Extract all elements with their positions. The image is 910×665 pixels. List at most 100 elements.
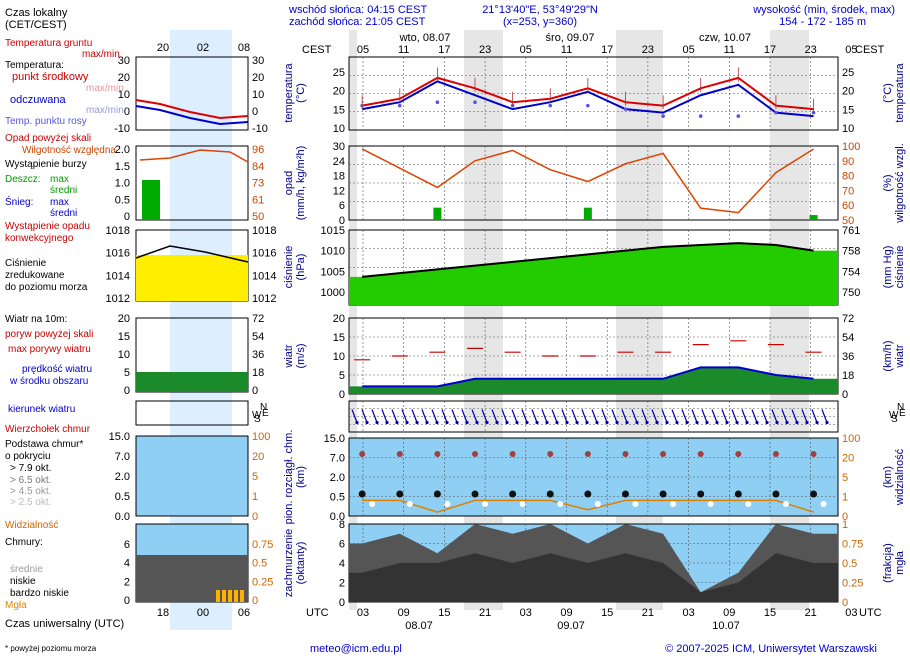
dew-point — [774, 110, 778, 115]
cloud-base-dot — [772, 490, 780, 498]
vis-axis-title: (km) — [882, 466, 894, 488]
wind-arrow-head — [585, 420, 589, 425]
pressure-tick: 1010 — [321, 246, 345, 258]
compass-e: E — [899, 408, 906, 419]
legend-wind-tick-right: 36 — [252, 349, 264, 361]
top-hour-label: 11 — [724, 44, 735, 56]
legend-rh-line — [139, 149, 249, 163]
wind-arrow — [621, 409, 628, 423]
wind-arrow — [651, 409, 658, 423]
legend-temp-tick-right: 10 — [252, 89, 264, 101]
wind-arrow-head — [695, 420, 699, 425]
legend-wind-tick-right: 18 — [252, 367, 264, 379]
wind-arrow — [411, 409, 418, 423]
cloud-base-dot — [433, 490, 441, 498]
wind-arrow — [741, 409, 748, 423]
wind-arrow-head — [465, 420, 469, 425]
bottom-day-label: 08.07 — [405, 620, 433, 632]
precip-tick: 24 — [333, 156, 345, 168]
legend-wind-tick: 0 — [124, 385, 130, 397]
wind-arrow — [561, 409, 568, 423]
temp-tick: 10 — [333, 123, 345, 135]
okt-label: > 7.9 okt. — [10, 463, 51, 474]
footer-email[interactable]: meteo@icm.edu.pl — [310, 643, 402, 655]
legend-precip-tick: 2.0 — [115, 144, 130, 156]
fog-tick: 0 — [842, 597, 848, 609]
wind-arrow — [601, 409, 608, 423]
wind-arrow-head — [675, 420, 679, 425]
cloud-base-dot-low — [782, 501, 789, 507]
wind-arrow-head — [665, 420, 669, 425]
height-title: wysokość (min, środek, max) — [752, 4, 895, 16]
cloud-base-label-2: o pokryciu — [5, 451, 51, 462]
legend-precip-tick: 0.5 — [115, 194, 130, 206]
wind-arrow — [501, 409, 508, 423]
cloud-base-dot — [358, 490, 366, 498]
legend-fog-bar — [222, 590, 226, 602]
compass-w: W — [252, 410, 262, 421]
legend-temp-tick: -10 — [114, 123, 130, 135]
wind-arrow-head — [495, 420, 499, 425]
wind-arrow-head — [455, 420, 459, 425]
dew-point — [397, 103, 402, 108]
pressure-tick: 1015 — [321, 225, 345, 237]
cloud-base-dot — [810, 490, 818, 498]
top-hour-label: 05 — [682, 44, 694, 56]
wind-arrow — [571, 409, 578, 423]
vis-tick: 20 — [842, 453, 854, 465]
wind-kmh-tick: 72 — [842, 313, 854, 325]
legend-wind-tick: 10 — [118, 349, 130, 361]
top-hour-label: 23 — [479, 44, 491, 56]
cover-axis-title: (oktanty) — [295, 542, 307, 585]
legend-rh-tick: 61 — [252, 194, 264, 206]
cloud-top-dot — [660, 451, 667, 457]
wind-arrow-head — [735, 420, 739, 425]
legend-vis-tick: 100 — [252, 431, 270, 443]
wind-label: Wiatr na 10m: — [5, 314, 67, 325]
legend-pressure-fill — [136, 255, 248, 301]
cloud-base-dot-low — [369, 501, 376, 507]
dew-label: Temp. punktu rosy — [5, 116, 87, 127]
pressure-label-3: do poziomu morza — [5, 282, 88, 293]
cloud-base-dot-low — [444, 501, 451, 507]
cest-left: CEST — [302, 44, 332, 56]
legend-fog-tick: 0 — [252, 595, 258, 607]
wind-arrow — [761, 409, 768, 423]
legend-bottom-tick: 00 — [197, 607, 209, 619]
cloud-top-dot — [584, 451, 591, 457]
cloud-base-dot-low — [707, 501, 714, 507]
wind-arrow — [451, 409, 458, 423]
wind-arrow — [351, 409, 358, 423]
wind-arrow-head — [815, 420, 819, 425]
legend-fog-bar — [216, 590, 220, 602]
fog-axis-title: (frakcja) — [882, 543, 894, 583]
wind-arrow — [471, 409, 478, 423]
rh-tick: 60 — [842, 200, 854, 212]
legend-rh-tick: 50 — [252, 211, 264, 223]
compass-n: N — [897, 402, 904, 413]
legend-fog-tick: 0.5 — [252, 558, 267, 570]
legend-cloud-tick: 0.5 — [115, 491, 130, 503]
clouds-label: Chmury: — [5, 537, 43, 548]
wind-arrow — [391, 409, 398, 423]
legend-top-tick: 02 — [197, 42, 209, 54]
temp-axis-title: (°C) — [295, 83, 307, 103]
temp-axis-title-right: (°C) — [882, 83, 894, 103]
cloud-base-dot — [584, 490, 592, 498]
wind-arrow — [461, 409, 468, 423]
cloud-base-dot-low — [406, 501, 413, 507]
gust-label: max porywy wiatru — [8, 344, 91, 355]
legend-rh-tick: 84 — [252, 161, 264, 173]
rh-tick: 70 — [842, 185, 854, 197]
temp-axis-title-right: temperatura — [894, 62, 906, 122]
okt-label: > 4.5 okt. — [10, 486, 51, 497]
wind-arrow — [491, 409, 498, 423]
wind-arrow — [381, 409, 388, 423]
legend-fog-bar — [240, 590, 244, 602]
wind-arrow-head — [395, 420, 399, 425]
wind-arrow-head — [415, 420, 419, 425]
legend-frame-precip — [135, 145, 249, 221]
bottom-hour-label: 15 — [601, 607, 613, 619]
bottom-hour-label: 21 — [805, 607, 817, 619]
wind-arrow — [611, 409, 618, 423]
